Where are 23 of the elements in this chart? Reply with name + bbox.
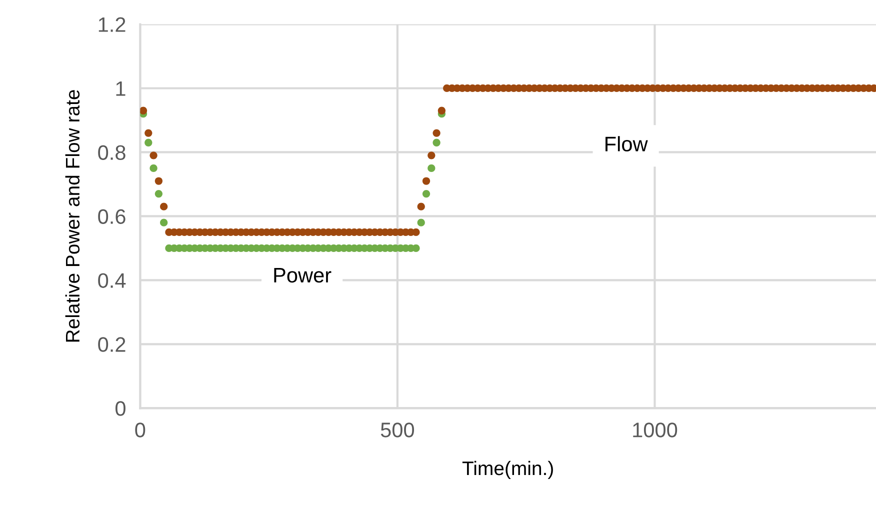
point <box>417 218 425 226</box>
text: Flow <box>606 136 648 152</box>
x-tick-label: 0 <box>135 422 146 438</box>
point <box>412 244 420 252</box>
y-tick-label: 0.8 <box>98 145 126 160</box>
point <box>154 190 163 198</box>
point <box>428 164 436 172</box>
point <box>160 218 168 226</box>
x-axis-title: Time(min.) <box>462 460 553 480</box>
point <box>144 138 152 146</box>
x-tick-label: 1000 <box>633 422 678 438</box>
y-tick-label: 1 <box>116 81 126 96</box>
x-tick-label: 500 <box>380 422 414 438</box>
y-tick-label: 0.2 <box>98 337 126 352</box>
y-tick-label: 0 <box>116 401 126 416</box>
y-tick-label: 0.6 <box>98 209 126 224</box>
y-tick-label: 0.4 <box>98 273 126 288</box>
y-axis-title: Relative Power and Flow rate <box>65 90 80 342</box>
point <box>150 164 158 172</box>
point <box>422 190 430 198</box>
point <box>432 138 440 146</box>
y-tick-label: 1.2 <box>98 17 126 32</box>
series-label: Power <box>274 268 332 283</box>
